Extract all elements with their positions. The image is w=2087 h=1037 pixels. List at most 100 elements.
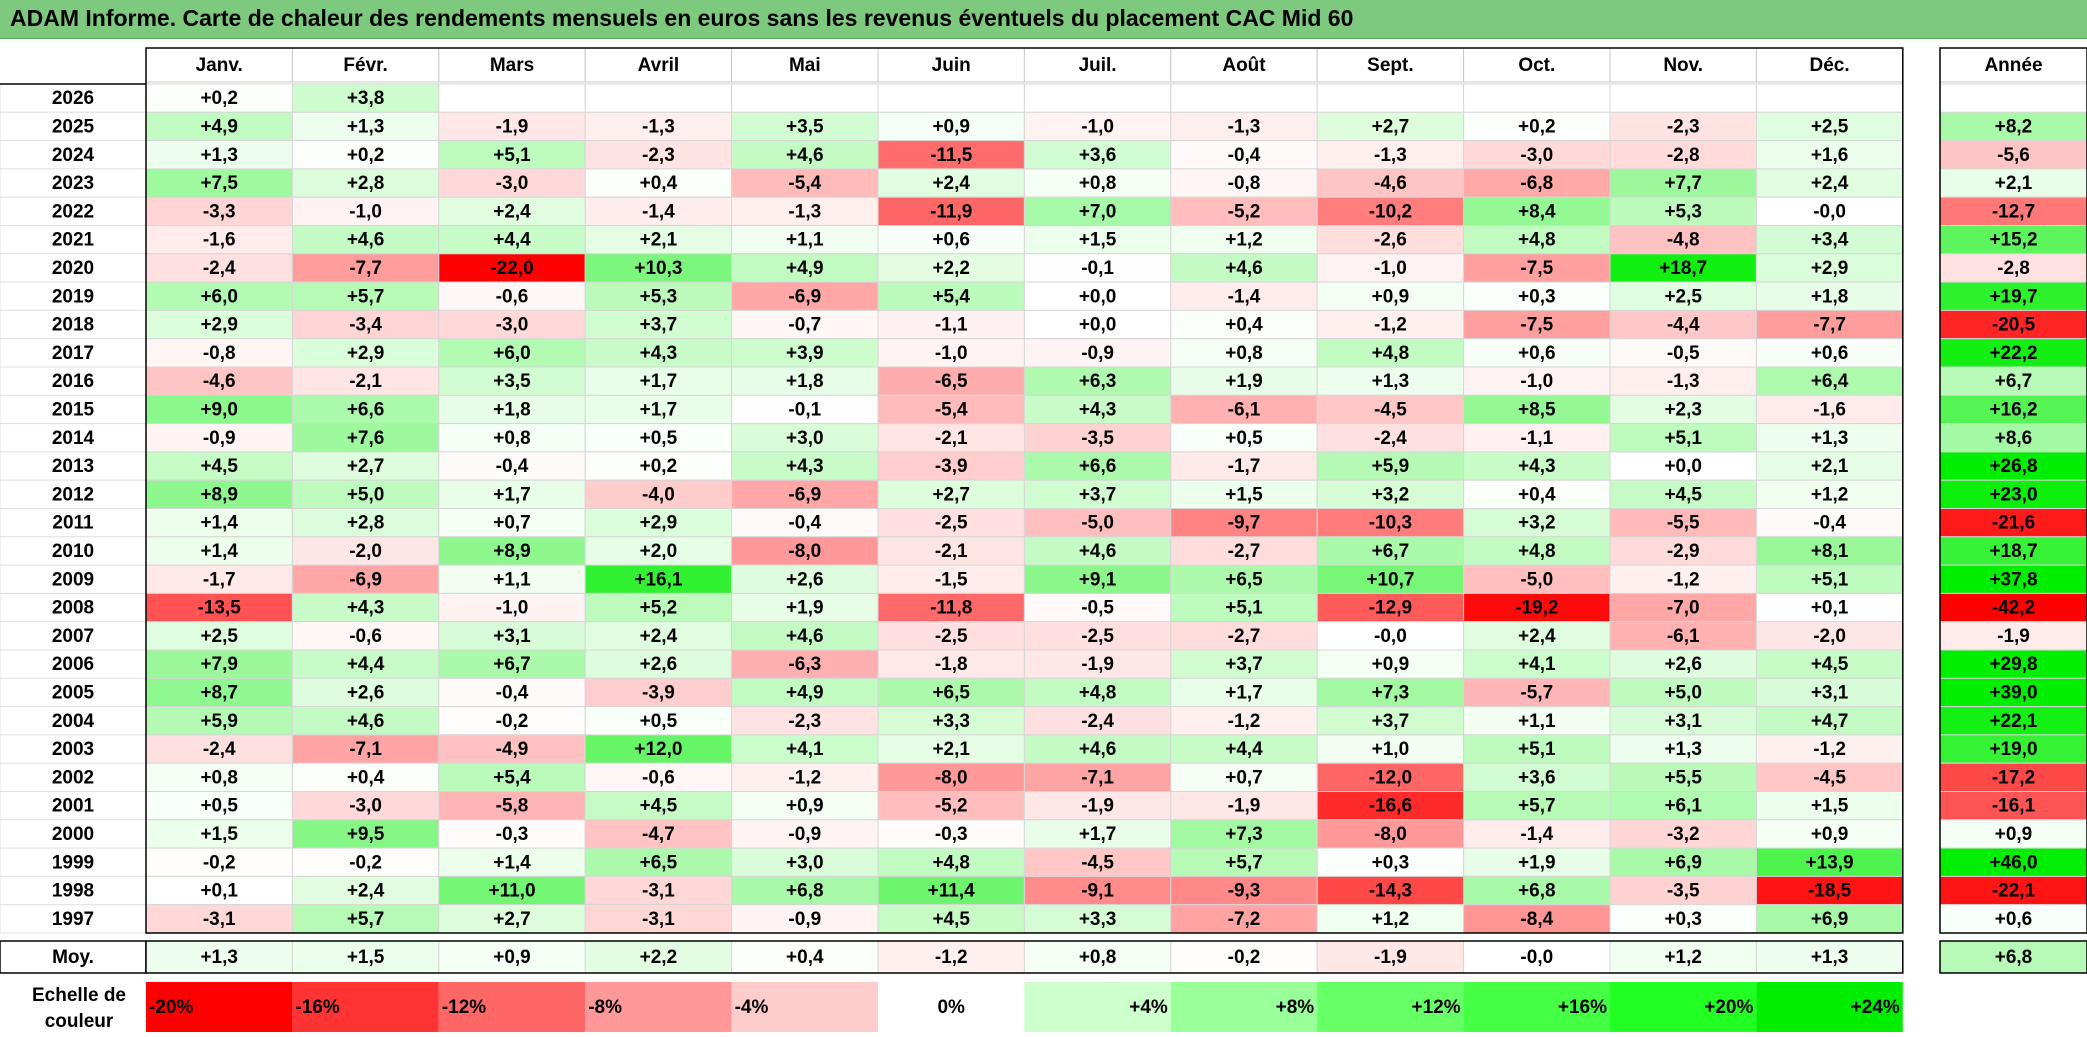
heatmap-cell <box>438 338 586 368</box>
heatmap-cell-value: -4,5 <box>1374 399 1407 420</box>
heatmap-cell-value: -1,7 <box>1228 456 1261 477</box>
heatmap-cell-value: -1,6 <box>1813 399 1846 420</box>
heatmap-cell <box>1755 394 1904 425</box>
heatmap-cell-value: +5,7 <box>1518 796 1556 817</box>
heatmap-cell <box>1170 366 1318 396</box>
month-header-label: Mai <box>789 55 821 76</box>
heatmap-cell-value: +0,9 <box>1372 286 1410 307</box>
heatmap-cell-value: -6,5 <box>935 371 968 392</box>
heatmap-cell <box>291 225 440 255</box>
heatmap-cell <box>1755 196 1904 226</box>
heatmap-cell-value: +6,4 <box>1811 371 1849 392</box>
heatmap-cell-value: +3,3 <box>932 711 970 732</box>
heatmap-cell-value: +2,9 <box>200 315 238 336</box>
color-scale-label-line1: Echelle de <box>32 985 126 1006</box>
heatmap-cell <box>1316 111 1465 142</box>
heatmap-cell-value: -8,4 <box>1520 909 1553 930</box>
heatmap-cell <box>145 706 293 736</box>
heatmap-cell <box>877 847 1025 877</box>
heatmap-cell-value: -2,5 <box>1081 626 1114 647</box>
heatmap-cell-value: +4,8 <box>1518 230 1556 251</box>
annual-cell <box>1939 253 2087 283</box>
heatmap-cell-value: +7,9 <box>200 654 238 675</box>
color-scale-step-label: -8% <box>588 997 622 1018</box>
heatmap-cell-value: +4,6 <box>347 711 385 732</box>
average-cell-value: +0,4 <box>786 947 824 968</box>
heatmap-cell-value: +5,7 <box>347 286 385 307</box>
annual-cell-value: +0,6 <box>1995 909 2033 930</box>
heatmap-cell <box>1463 253 1611 283</box>
heatmap-cell-value: +3,1 <box>493 626 531 647</box>
heatmap-cell-value: +1,3 <box>347 116 385 137</box>
year-label: 2015 <box>52 399 95 420</box>
heatmap-cell-value: +1,5 <box>200 824 238 845</box>
heatmap-cell-value: +5,3 <box>1664 201 1702 222</box>
heatmap-cell-value: +2,7 <box>493 909 531 930</box>
annual-cell <box>1939 791 2087 821</box>
heatmap-cell-value: +0,0 <box>1079 315 1117 336</box>
heatmap-cell-value: -3,1 <box>203 909 236 930</box>
heatmap-cell-value: +2,1 <box>1811 456 1849 477</box>
heatmap-cell <box>291 875 440 906</box>
heatmap-cell <box>1755 677 1904 708</box>
heatmap-cell-value: -1,9 <box>1081 654 1114 675</box>
heatmap-cell-value: -6,9 <box>788 484 821 505</box>
heatmap-cell-value: +4,4 <box>347 654 385 675</box>
heatmap-cell-value: -5,5 <box>1667 513 1700 534</box>
year-cell <box>0 423 147 453</box>
heatmap-cell-value: -1,0 <box>1520 371 1553 392</box>
heatmap-cell <box>1463 734 1611 764</box>
heatmap-cell-value: +2,0 <box>640 541 678 562</box>
heatmap-cell <box>731 677 879 708</box>
color-scale-step-label: -4% <box>735 997 769 1018</box>
heatmap-cell-value: -11,9 <box>930 201 972 222</box>
color-scale-step-label: +12% <box>1411 997 1460 1018</box>
color-scale-step-label: +24% <box>1851 997 1900 1018</box>
heatmap-cell <box>584 904 733 934</box>
year-label: 1997 <box>52 909 94 930</box>
heatmap-cell <box>438 904 586 934</box>
heatmap-cell-value: -0,5 <box>1081 598 1114 619</box>
heatmap-cell-value: +4,3 <box>1079 399 1117 420</box>
year-cell <box>0 649 147 679</box>
average-label: Moy. <box>52 947 94 968</box>
heatmap-cell-value: +0,9 <box>786 796 824 817</box>
annual-cell-value: -22,1 <box>1992 881 2036 902</box>
heatmap-cell <box>1170 111 1318 142</box>
heatmap-cell <box>1170 677 1318 708</box>
heatmap-cell-value: +4,8 <box>1372 343 1410 364</box>
heatmap-cell-value: +1,9 <box>1225 371 1263 392</box>
heatmap-cell <box>1170 281 1318 311</box>
heatmap-cell <box>145 111 293 142</box>
heatmap-cell-value: +1,4 <box>200 541 238 562</box>
heatmap-cell-value: -5,2 <box>935 796 968 817</box>
heatmap-cell-value: +1,2 <box>1225 230 1263 251</box>
heatmap-cell <box>1316 508 1465 538</box>
heatmap-cell-value: -2,4 <box>203 739 236 760</box>
heatmap-cell <box>1609 225 1757 255</box>
heatmap-cell <box>1609 309 1757 340</box>
color-scale-swatch <box>1024 982 1171 1032</box>
heatmap-cell-value: +0,1 <box>1811 598 1849 619</box>
heatmap-cell-value: -0,2 <box>496 711 529 732</box>
heatmap-cell-value: +2,9 <box>640 513 678 534</box>
heatmap-cell-value: -3,9 <box>935 456 968 477</box>
annual-cell-value: +15,2 <box>1989 230 2037 251</box>
heatmap-cell <box>291 762 440 793</box>
heatmap-cell-value: +4,8 <box>932 852 970 873</box>
heatmap-cell-value: +8,4 <box>1518 201 1556 222</box>
annual-cell <box>1939 592 2087 623</box>
heatmap-cell <box>877 140 1025 170</box>
heatmap-cell <box>438 734 586 764</box>
year-cell <box>0 592 147 623</box>
heatmap-cell-value: -3,1 <box>642 881 675 902</box>
heatmap-cell-value: -3,2 <box>1667 824 1700 845</box>
heatmap-cell-value: +1,3 <box>1664 739 1702 760</box>
heatmap-cell-value: -5,8 <box>496 796 529 817</box>
heatmap-cell-value: -1,0 <box>935 343 968 364</box>
color-scale-swatch <box>146 982 293 1032</box>
annual-cell <box>1939 111 2087 142</box>
average-cell-value: +2,2 <box>640 947 678 968</box>
heatmap-cell-value: +1,5 <box>1079 230 1117 251</box>
heatmap-cell-value: +18,7 <box>1659 258 1707 279</box>
